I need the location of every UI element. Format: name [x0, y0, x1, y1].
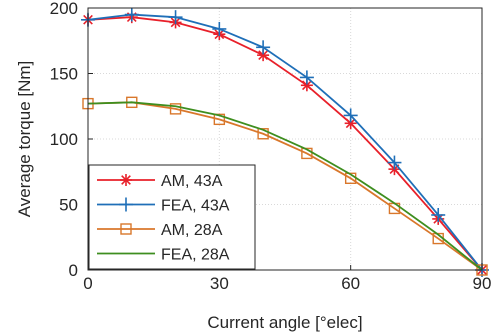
legend: AM, 43A FEA, 43A AM, 28A FEA, 28A [88, 164, 256, 270]
x-tick-label-2: 60 [341, 274, 360, 293]
legend-entry-0: AM, 43A [97, 173, 223, 190]
y-axis-label: Average torque [Nm] [15, 61, 34, 218]
series-line-2 [87, 101, 483, 271]
legend-marker-1 [119, 197, 133, 212]
legend-label-3: FEA, 28A [161, 247, 230, 264]
series-2-point-3 [213, 113, 226, 126]
series-line-3 [87, 101, 483, 271]
series-line-1 [87, 13, 483, 271]
legend-box [88, 164, 256, 270]
series-2-point-5 [301, 147, 313, 160]
legend-entry-2: AM, 28A [97, 222, 223, 239]
series-1-point-6 [343, 108, 358, 123]
series-2-point-4 [257, 128, 269, 140]
x-tick-label-0: 0 [83, 274, 92, 293]
y-tick-label-2: 100 [50, 130, 78, 149]
legend-label-0: AM, 43A [161, 173, 223, 190]
series-1-point-1 [124, 7, 139, 22]
series-1-point-5 [299, 70, 314, 85]
x-tick-label-1: 30 [210, 274, 229, 293]
series-layer [81, 7, 489, 277]
x-axis-label: Current angle [°elec] [207, 313, 362, 332]
series-1-point-3 [212, 21, 227, 36]
series-1-point-2 [168, 10, 183, 25]
series-1-point-7 [387, 155, 402, 170]
series-1-point-4 [256, 40, 271, 55]
y-tick-label-4: 200 [50, 0, 78, 18]
series-3 [87, 101, 483, 271]
legend-label-1: FEA, 43A [161, 198, 230, 215]
y-tick-label-0: 0 [69, 261, 78, 280]
legend-entry-3: FEA, 28A [97, 247, 230, 264]
legend-marker-0 [120, 174, 132, 186]
series-line-0 [87, 16, 483, 271]
series-0-point-5 [300, 79, 313, 92]
y-tick-label-1: 50 [59, 196, 78, 215]
series-2-point-2 [169, 103, 182, 115]
tick-labels: 0 30 60 90 0 50 100 150 200 [50, 0, 492, 293]
series-1-point-8 [431, 207, 446, 222]
legend-label-2: AM, 28A [161, 222, 223, 239]
legend-entry-1: FEA, 43A [97, 197, 230, 215]
y-tick-label-3: 150 [50, 65, 78, 84]
x-tick-label-3: 90 [473, 274, 492, 293]
legend-marker-2 [120, 223, 132, 235]
